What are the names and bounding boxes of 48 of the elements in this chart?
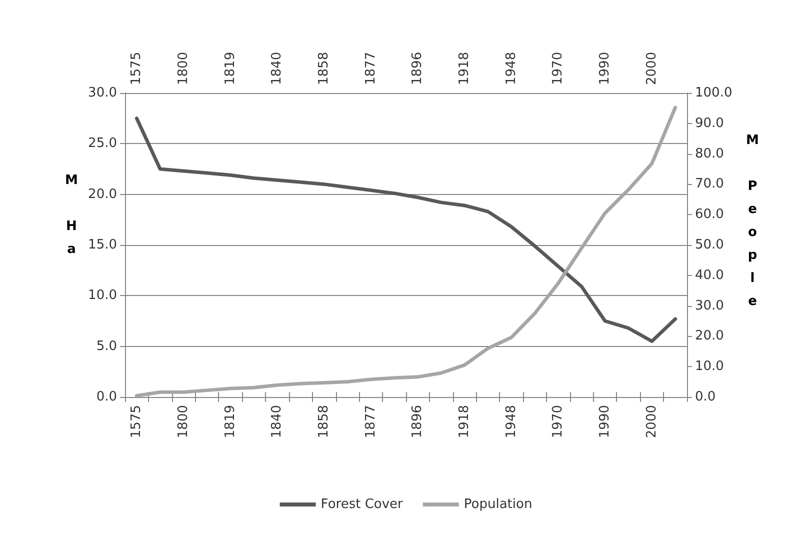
- y2-tick-label: 20.0: [695, 328, 724, 344]
- y-tick-label: 30.0: [88, 86, 117, 100]
- category-label: 1877: [363, 52, 378, 85]
- y-tick-label: 25.0: [88, 136, 117, 152]
- category-label: 1858: [316, 52, 332, 85]
- x-tick-label: 1819: [222, 405, 238, 438]
- x-tick-label: 1948: [504, 405, 519, 438]
- x-tick-label: 1918: [457, 405, 472, 438]
- x-tick-label: 1877: [363, 405, 378, 438]
- legend-label: Population: [464, 497, 532, 512]
- category-label: 1896: [410, 52, 426, 85]
- category-label: 1819: [222, 52, 238, 85]
- y2-tick-label: 90.0: [695, 116, 724, 131]
- y-tick-label: 5.0: [96, 338, 117, 354]
- category-label: 2000: [644, 52, 660, 85]
- x-tick-label: 2000: [644, 405, 660, 438]
- category-label: 1970: [550, 52, 566, 85]
- y2-tick-label: 60.0: [695, 207, 724, 222]
- y-axis-title: M Ha: [64, 173, 79, 265]
- x-tick-label: 1970: [550, 405, 566, 438]
- x-tick-label: 1990: [598, 405, 613, 438]
- y2-tick-label: 10.0: [695, 359, 724, 374]
- y2-tick-label: 0.0: [695, 390, 716, 404]
- y2-tick-label: 70.0: [695, 176, 724, 192]
- y2-tick-label: 40.0: [695, 268, 724, 283]
- y-tick-label: 20.0: [88, 186, 117, 202]
- y2-tick-label: 100.0: [695, 86, 732, 100]
- x-tick-label: 1840: [270, 405, 285, 438]
- y-tick-label: 10.0: [88, 288, 117, 304]
- line-series: [134, 106, 678, 398]
- category-label: 1800: [176, 52, 192, 85]
- y2-tick-label: 80.0: [695, 146, 724, 162]
- line-series: [134, 116, 678, 344]
- y2-tick-label: 50.0: [695, 238, 724, 252]
- y2-tick-label: 30.0: [695, 298, 724, 314]
- legend-label: Forest Cover: [320, 497, 404, 512]
- y2-axis-title: M People: [745, 133, 760, 317]
- category-label: 1918: [457, 52, 472, 85]
- category-label: 1948: [504, 52, 519, 85]
- category-label: 1990: [598, 52, 613, 85]
- x-tick-label: 1896: [410, 405, 426, 438]
- category-label: 1575: [129, 52, 144, 85]
- x-tick-label: 1800: [176, 405, 192, 438]
- x-tick-label: 1575: [129, 405, 144, 438]
- y-tick-label: 15.0: [88, 238, 117, 252]
- category-label: 1840: [270, 52, 285, 85]
- y-tick-label: 0.0: [96, 390, 117, 404]
- x-tick-label: 1858: [316, 405, 332, 438]
